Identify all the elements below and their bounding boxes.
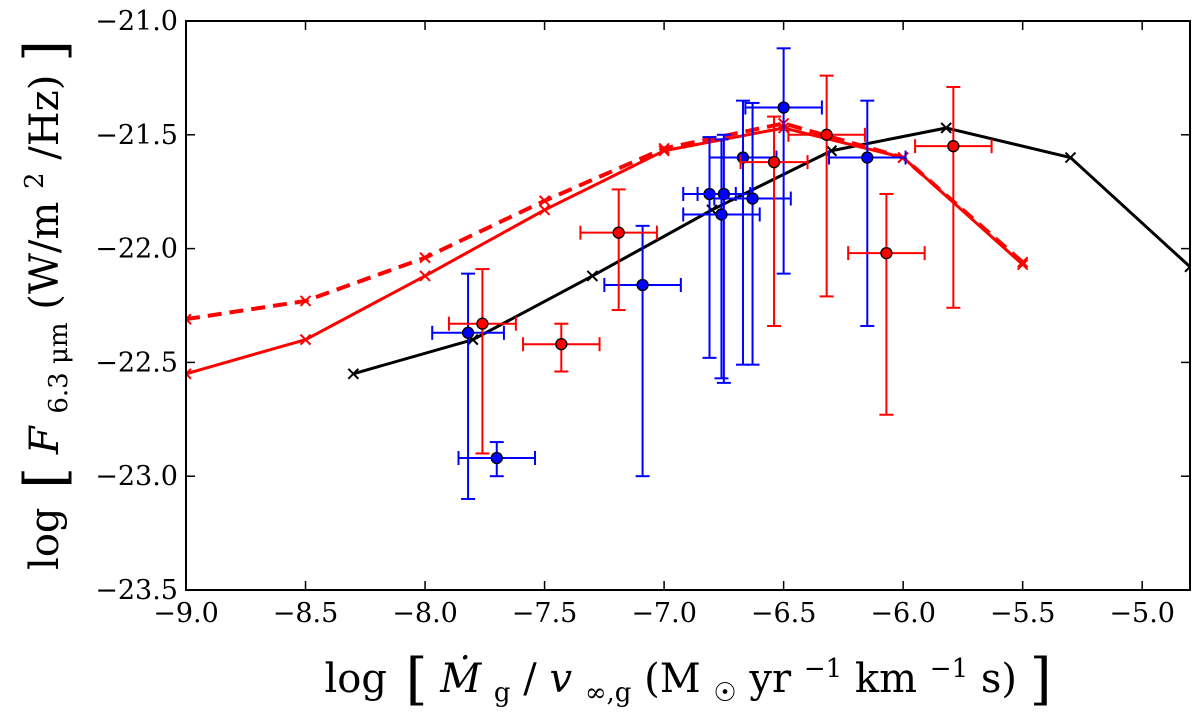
x-label-v: v [549,656,572,702]
y-label-lbracket: [ [13,467,78,489]
x-marker [586,270,599,282]
x-label-sub-g: g [494,678,511,708]
x-label-sun: ☉ [713,678,736,708]
x-marker [299,295,312,307]
data-point [713,101,792,366]
y-label-f: F [22,425,68,455]
x-tick-label: −5.5 [990,598,1056,629]
x-label-sub-inf: ∞,g [585,678,632,708]
y-tick-label: −23.5 [95,575,178,606]
x-label-km: km [855,656,917,702]
point-marker [947,140,960,153]
point-marker [461,326,475,339]
y-tick-label: −23.0 [95,461,178,492]
data-point [431,272,505,500]
data-point [603,224,682,478]
x-marker [186,313,192,325]
x-marker [347,368,360,380]
y-label-log: log [22,507,68,569]
data-point [739,115,809,327]
data-point [847,192,926,416]
x-axis-label: log [ Ṁ g / v ∞,g (M ☉ yr −1 km −1 s) ] [324,641,1051,712]
data-point [828,99,907,327]
point-marker [612,226,625,239]
x-marker [538,195,551,207]
x-label-yr: yr [748,656,792,702]
x-marker [419,270,431,282]
x-label-exp1: −1 [804,654,842,684]
point-marker [555,338,568,351]
point-marker [746,192,759,205]
data-point [744,47,823,275]
x-tick-label: −8.0 [392,598,458,629]
x-tick-label: −5.0 [1109,598,1175,629]
data-point [447,268,517,455]
point-marker [861,151,874,164]
point-marker [715,208,728,221]
x-marker [658,142,670,155]
x-marker [1064,151,1077,164]
y-label-sup: 2 [20,172,50,189]
x-label-mdot: Ṁ [439,655,482,702]
point-marker [636,278,649,292]
y-label-rbracket: ] [13,40,78,62]
x-marker [538,204,551,216]
x-label-lbracket: [ [406,647,428,712]
x-tick-label: −7.0 [631,598,697,629]
data-layer [186,47,1190,500]
x-label-rbracket: ] [1030,647,1052,712]
data-point [457,441,537,478]
series-line-2 [186,121,1024,322]
x-label-s-close: s) [981,656,1017,702]
data-point [696,133,752,384]
data-point [522,322,601,373]
point-marker [490,451,503,465]
y-tick-label: −21.0 [95,6,178,37]
x-tick-label: −8.5 [273,598,339,629]
y-tick-label: −21.5 [95,120,178,151]
x-marker [940,122,952,134]
y-tick-label: −22.5 [95,347,178,378]
data-point [787,74,866,298]
x-label-log: log [324,656,386,702]
point-marker [476,317,489,330]
y-label-sub: 6.3 μm [44,323,74,414]
x-marker [1016,256,1029,268]
tick-layer: −9.0 −8.5 −8.0 −7.5 −7.0 −6.5 −6.0 −5.5 −5.0 −21.… [95,6,1190,629]
x-marker [419,251,431,264]
x-tick-label: −6.5 [751,598,817,629]
y-axis-label: log [ F 6.3 μm (W/m 2 /Hz) ] [7,40,78,570]
y-tick-label: −22.0 [95,234,178,265]
point-marker [767,155,781,169]
x-tick-label: −9.0 [153,598,219,629]
data-point [579,188,658,312]
x-label-unit-open: (M [644,656,701,702]
x-marker [1184,261,1190,273]
x-label-slash: / [523,656,537,702]
x-marker [186,368,192,380]
x-label-exp2: −1 [930,654,968,684]
x-marker [299,333,312,346]
data-point [914,86,993,309]
point-marker [880,247,893,260]
series-line-0 [352,126,1190,376]
y-label-units-open: (W/m [22,202,68,310]
plot-frame [185,20,1191,591]
point-marker [820,128,833,141]
point-marker [777,101,790,114]
y-label-units-close: /Hz) [22,75,68,160]
x-tick-label: −7.5 [512,598,578,629]
x-tick-label: −6.0 [870,598,936,629]
